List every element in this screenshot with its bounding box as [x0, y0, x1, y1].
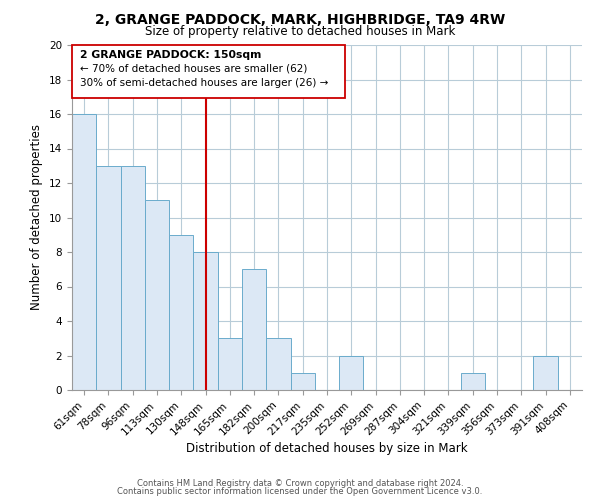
- Bar: [242, 269, 266, 390]
- Text: 30% of semi-detached houses are larger (26) →: 30% of semi-detached houses are larger (…: [80, 78, 328, 88]
- Text: Size of property relative to detached houses in Mark: Size of property relative to detached ho…: [145, 25, 455, 38]
- Bar: [169, 235, 193, 390]
- Bar: [266, 338, 290, 390]
- Text: 2, GRANGE PADDOCK, MARK, HIGHBRIDGE, TA9 4RW: 2, GRANGE PADDOCK, MARK, HIGHBRIDGE, TA9…: [95, 12, 505, 26]
- Text: ← 70% of detached houses are smaller (62): ← 70% of detached houses are smaller (62…: [80, 64, 307, 74]
- Text: 2 GRANGE PADDOCK: 150sqm: 2 GRANGE PADDOCK: 150sqm: [80, 50, 261, 60]
- Bar: [461, 373, 485, 390]
- Bar: [290, 373, 315, 390]
- Bar: [72, 114, 96, 390]
- Text: Contains public sector information licensed under the Open Government Licence v3: Contains public sector information licen…: [118, 487, 482, 496]
- Bar: [121, 166, 145, 390]
- Bar: [533, 356, 558, 390]
- Text: Contains HM Land Registry data © Crown copyright and database right 2024.: Contains HM Land Registry data © Crown c…: [137, 478, 463, 488]
- X-axis label: Distribution of detached houses by size in Mark: Distribution of detached houses by size …: [186, 442, 468, 455]
- FancyBboxPatch shape: [72, 45, 345, 98]
- Bar: [339, 356, 364, 390]
- Y-axis label: Number of detached properties: Number of detached properties: [31, 124, 43, 310]
- Bar: [193, 252, 218, 390]
- Bar: [218, 338, 242, 390]
- Bar: [145, 200, 169, 390]
- Bar: [96, 166, 121, 390]
